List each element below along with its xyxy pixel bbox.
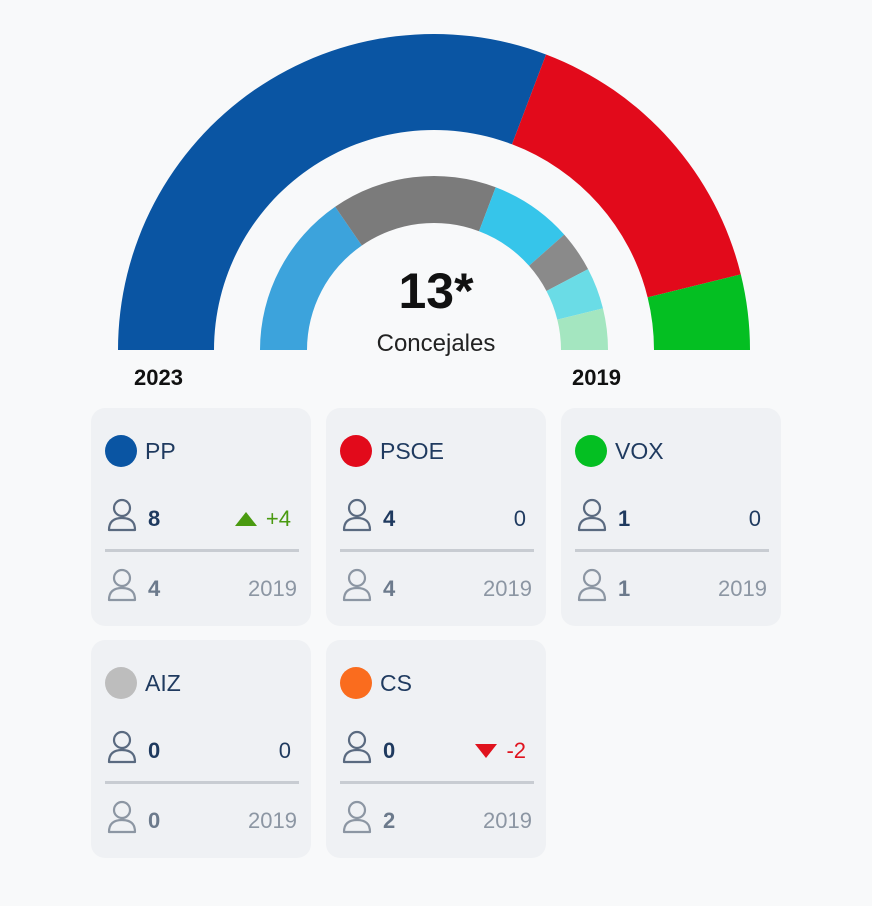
ring-2019-segment-1[interactable] xyxy=(335,175,496,246)
seats-previous: 1 xyxy=(618,576,631,601)
seat-change-value: 0 xyxy=(513,506,526,531)
seat-change: 0 xyxy=(279,738,291,764)
ring-2019-segment-0[interactable] xyxy=(260,206,362,350)
total-seats: 13* xyxy=(398,263,474,319)
party-name: PP xyxy=(145,438,176,464)
seats-current: 1 xyxy=(618,506,631,531)
seats-previous: 2 xyxy=(383,808,396,833)
seat-change-value: 0 xyxy=(748,506,761,531)
card-divider xyxy=(340,549,534,552)
person-icon xyxy=(577,568,607,602)
seats-previous: 0 xyxy=(148,808,161,833)
card-divider xyxy=(105,549,299,552)
previous-year: 2019 xyxy=(718,576,767,601)
person-icon xyxy=(107,730,137,764)
party-name: PSOE xyxy=(380,438,444,464)
party-name: AIZ xyxy=(145,670,181,696)
party-card-cs[interactable]: CS 0 -2 2 2019 xyxy=(326,640,546,858)
party-name: VOX xyxy=(615,438,664,464)
seats-previous: 4 xyxy=(383,576,396,601)
total-seats-label: Concejales xyxy=(376,330,496,357)
ring-2023-segment-vox[interactable] xyxy=(647,274,750,350)
previous-year: 2019 xyxy=(483,576,532,601)
ring-2019-segment-3[interactable] xyxy=(529,234,589,291)
party-color-dot xyxy=(105,667,137,699)
seat-change: -2 xyxy=(474,738,526,764)
seat-change: 0 xyxy=(514,506,526,532)
ring-2023-segment-psoe[interactable] xyxy=(512,54,741,298)
card-divider xyxy=(575,549,769,552)
party-card-aiz[interactable]: AIZ 0 0 0 2019 xyxy=(91,640,311,858)
previous-year: 2019 xyxy=(483,808,532,833)
seats-current: 8 xyxy=(148,506,161,531)
card-divider xyxy=(340,781,534,784)
seats-current: 4 xyxy=(383,506,396,531)
triangle-up-icon xyxy=(234,512,257,526)
ring-2019-segment-4[interactable] xyxy=(546,269,603,320)
person-icon xyxy=(107,568,137,602)
person-icon xyxy=(342,800,372,834)
ring-2019-segment-2[interactable] xyxy=(479,187,565,266)
ring-2023-segment-pp[interactable] xyxy=(118,33,547,350)
seats-current: 0 xyxy=(148,738,161,763)
person-icon xyxy=(107,498,137,532)
person-icon xyxy=(577,498,607,532)
party-name: CS xyxy=(380,670,412,696)
seat-change-value: +4 xyxy=(265,506,291,531)
seats-previous: 4 xyxy=(148,576,161,601)
previous-year: 2019 xyxy=(248,576,297,601)
previous-year: 2019 xyxy=(248,808,297,833)
person-icon xyxy=(342,568,372,602)
party-card-psoe[interactable]: PSOE 4 0 4 2019 xyxy=(326,408,546,626)
person-icon xyxy=(342,498,372,532)
person-icon xyxy=(342,730,372,764)
ring-2019-segment-5[interactable] xyxy=(557,308,608,350)
seat-change: 0 xyxy=(749,506,761,532)
seat-change: +4 xyxy=(234,506,291,532)
party-color-dot xyxy=(340,667,372,699)
card-divider xyxy=(105,781,299,784)
party-color-dot xyxy=(575,435,607,467)
triangle-down-icon xyxy=(475,744,498,758)
person-icon xyxy=(107,800,137,834)
hemicycle-chart: 13* Concejales 2023 2019 xyxy=(0,0,872,400)
party-card-vox[interactable]: VOX 1 0 1 2019 xyxy=(561,408,781,626)
party-color-dot xyxy=(105,435,137,467)
party-color-dot xyxy=(340,435,372,467)
ring-label-2019: 2019 xyxy=(572,365,621,390)
seats-current: 0 xyxy=(383,738,396,763)
seat-change-value: 0 xyxy=(278,738,291,763)
hemicycle-svg xyxy=(118,33,750,350)
ring-label-2023: 2023 xyxy=(134,365,183,390)
party-card-pp[interactable]: PP 8 +4 4 2019 xyxy=(91,408,311,626)
seat-change-value: -2 xyxy=(506,738,526,763)
